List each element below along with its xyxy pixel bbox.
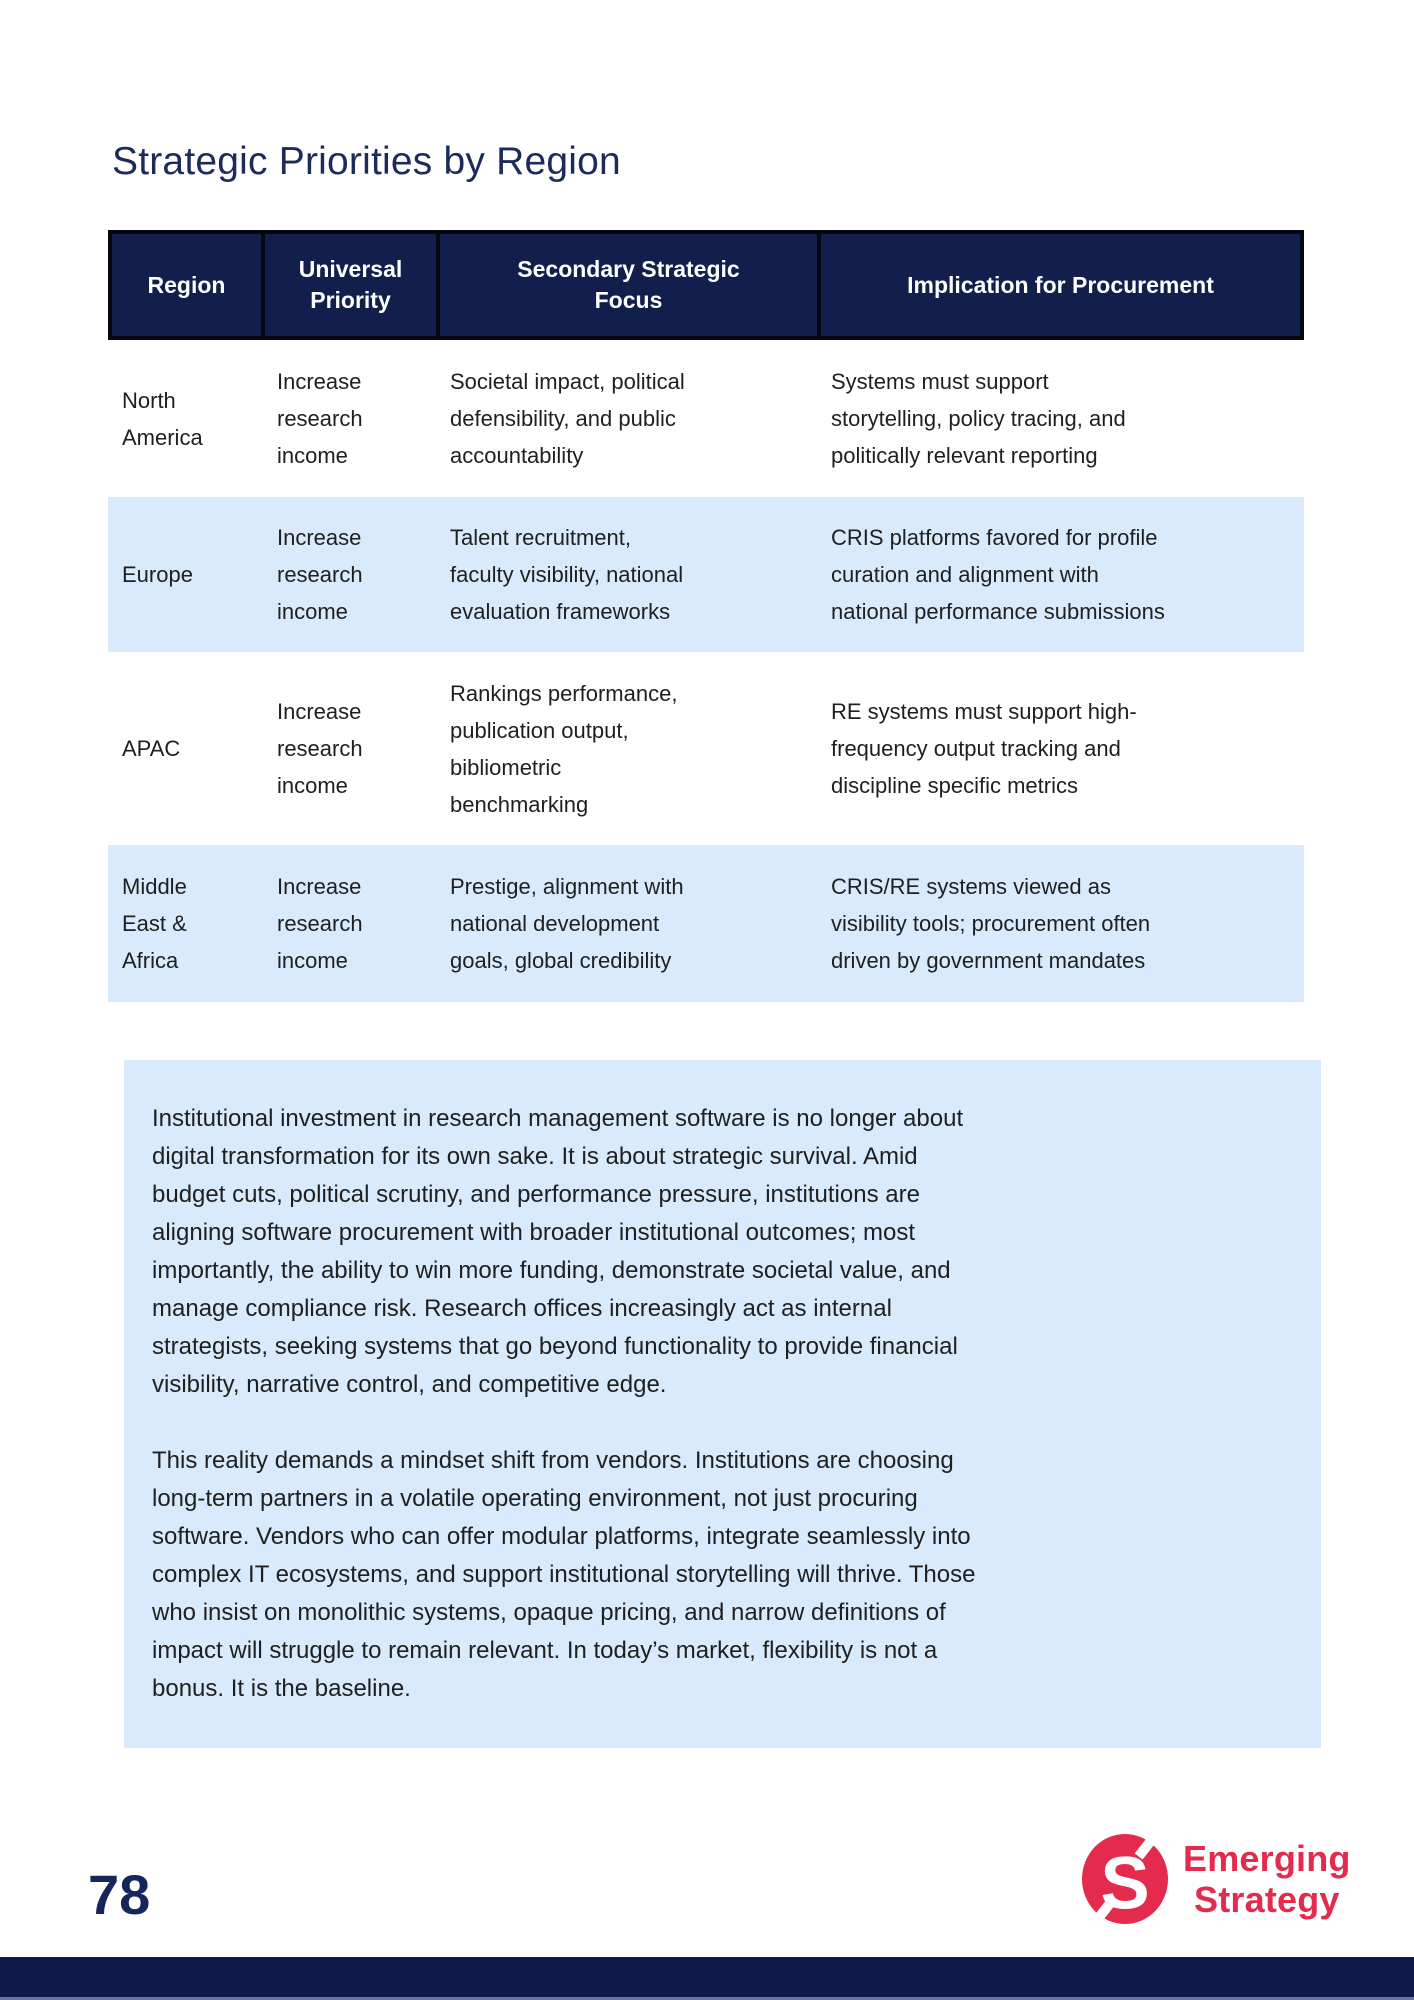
summary-paragraph-1: Institutional investment in research man… xyxy=(152,1105,964,1398)
cell-region: Europe xyxy=(122,562,193,587)
cell-implication: CRIS/RE systems viewed as visibility too… xyxy=(831,874,1151,973)
table-row-europe: Europe Increase research income Talent r… xyxy=(108,497,1304,652)
column-header-implication: Implication for Procurement xyxy=(821,234,1300,336)
logo-s-icon: S xyxy=(1082,1834,1168,1925)
logo-wordmark: Emerging Strategy xyxy=(1183,1838,1351,1920)
page-title: Strategic Priorities by Region xyxy=(112,140,621,183)
cell-priority: Increase research income xyxy=(277,699,363,798)
cell-focus: Societal impact, political defensibility… xyxy=(450,369,685,468)
cell-region: Middle East & Africa xyxy=(122,874,187,973)
table-header-row: Region Universal Priority Secondary Stra… xyxy=(108,230,1304,340)
summary-box: Institutional investment in research man… xyxy=(124,1060,1321,1748)
cell-priority: Increase research income xyxy=(277,369,363,468)
page-number: 78 xyxy=(88,1863,151,1926)
summary-paragraph-2: This reality demands a mindset shift fro… xyxy=(152,1447,976,1702)
cell-focus: Talent recruitment, faculty visibility, … xyxy=(450,525,684,624)
cell-implication: Systems must support storytelling, polic… xyxy=(831,369,1126,468)
cell-priority: Increase research income xyxy=(277,874,363,973)
cell-focus: Prestige, alignment with national develo… xyxy=(450,874,684,973)
cell-region: North America xyxy=(122,387,203,450)
footer-bar xyxy=(0,1957,1414,2000)
cell-implication: RE systems must support high- frequency … xyxy=(831,699,1137,798)
logo-word-strategy: Strategy xyxy=(1193,1879,1340,1920)
column-header-universal-priority: Universal Priority xyxy=(265,234,436,336)
cell-region: APAC xyxy=(122,736,181,761)
table-row-apac: APAC Increase research income Rankings p… xyxy=(108,652,1304,845)
table-row-middle-east-africa: Middle East & Africa Increase research i… xyxy=(108,845,1304,1002)
table-row-north-america: North America Increase research income S… xyxy=(108,340,1304,497)
regions-table: Region Universal Priority Secondary Stra… xyxy=(108,230,1304,1002)
logo-word-emerging: Emerging xyxy=(1183,1838,1351,1879)
column-header-secondary-focus: Secondary Strategic Focus xyxy=(440,234,817,336)
cell-focus: Rankings performance, publication output… xyxy=(450,680,678,817)
cell-priority: Increase research income xyxy=(277,525,363,624)
emerging-strategy-logo: S Emerging Strategy xyxy=(1081,1833,1351,1925)
cell-implication: CRIS platforms favored for profile curat… xyxy=(831,525,1165,624)
column-header-region: Region xyxy=(112,234,261,336)
